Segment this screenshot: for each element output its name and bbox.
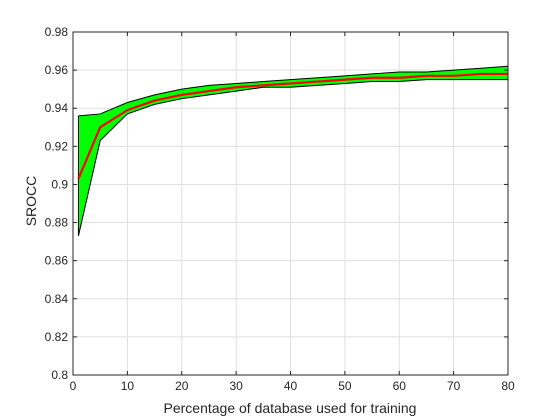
y-tick-label-9: 0.98 [45, 25, 69, 39]
x-axis-label: Percentage of database used for training [164, 400, 417, 416]
y-tick-label-3: 0.86 [45, 254, 69, 268]
x-tick-label-3: 30 [229, 379, 243, 393]
x-tick-label-0: 0 [70, 379, 77, 393]
x-tick-label-2: 20 [175, 379, 189, 393]
ticks: 0 10 20 30 40 50 60 70 80 0.8 0.82 0.84 0.86 0.88 0.9 0… [45, 25, 515, 393]
y-tick-label-5: 0.9 [51, 177, 68, 191]
x-tick-label-8: 80 [501, 379, 515, 393]
y-tick-label-4: 0.88 [45, 216, 69, 230]
x-tick-label-7: 70 [447, 379, 461, 393]
x-tick-label-5: 50 [338, 379, 352, 393]
x-tick-label-4: 40 [284, 379, 298, 393]
lower-bound-line [77, 79, 508, 237]
x-tick-label-6: 60 [393, 379, 407, 393]
y-tick-label-1: 0.82 [45, 330, 69, 344]
y-tick-label-7: 0.94 [45, 101, 69, 115]
upper-bound-line [78, 65, 509, 117]
y-tick-label-0: 0.8 [51, 368, 68, 382]
confidence-band [78, 66, 508, 236]
grid [72, 31, 509, 376]
y-tick-label-6: 0.92 [45, 139, 69, 153]
line-layer [77, 65, 509, 237]
y-tick-label-2: 0.84 [45, 292, 69, 306]
band-layer [78, 66, 508, 236]
y-tick-label-8: 0.96 [45, 63, 69, 77]
mean-line [77, 72, 508, 180]
x-tick-label-1: 10 [121, 379, 135, 393]
y-axis-label: SROCC [23, 176, 39, 227]
